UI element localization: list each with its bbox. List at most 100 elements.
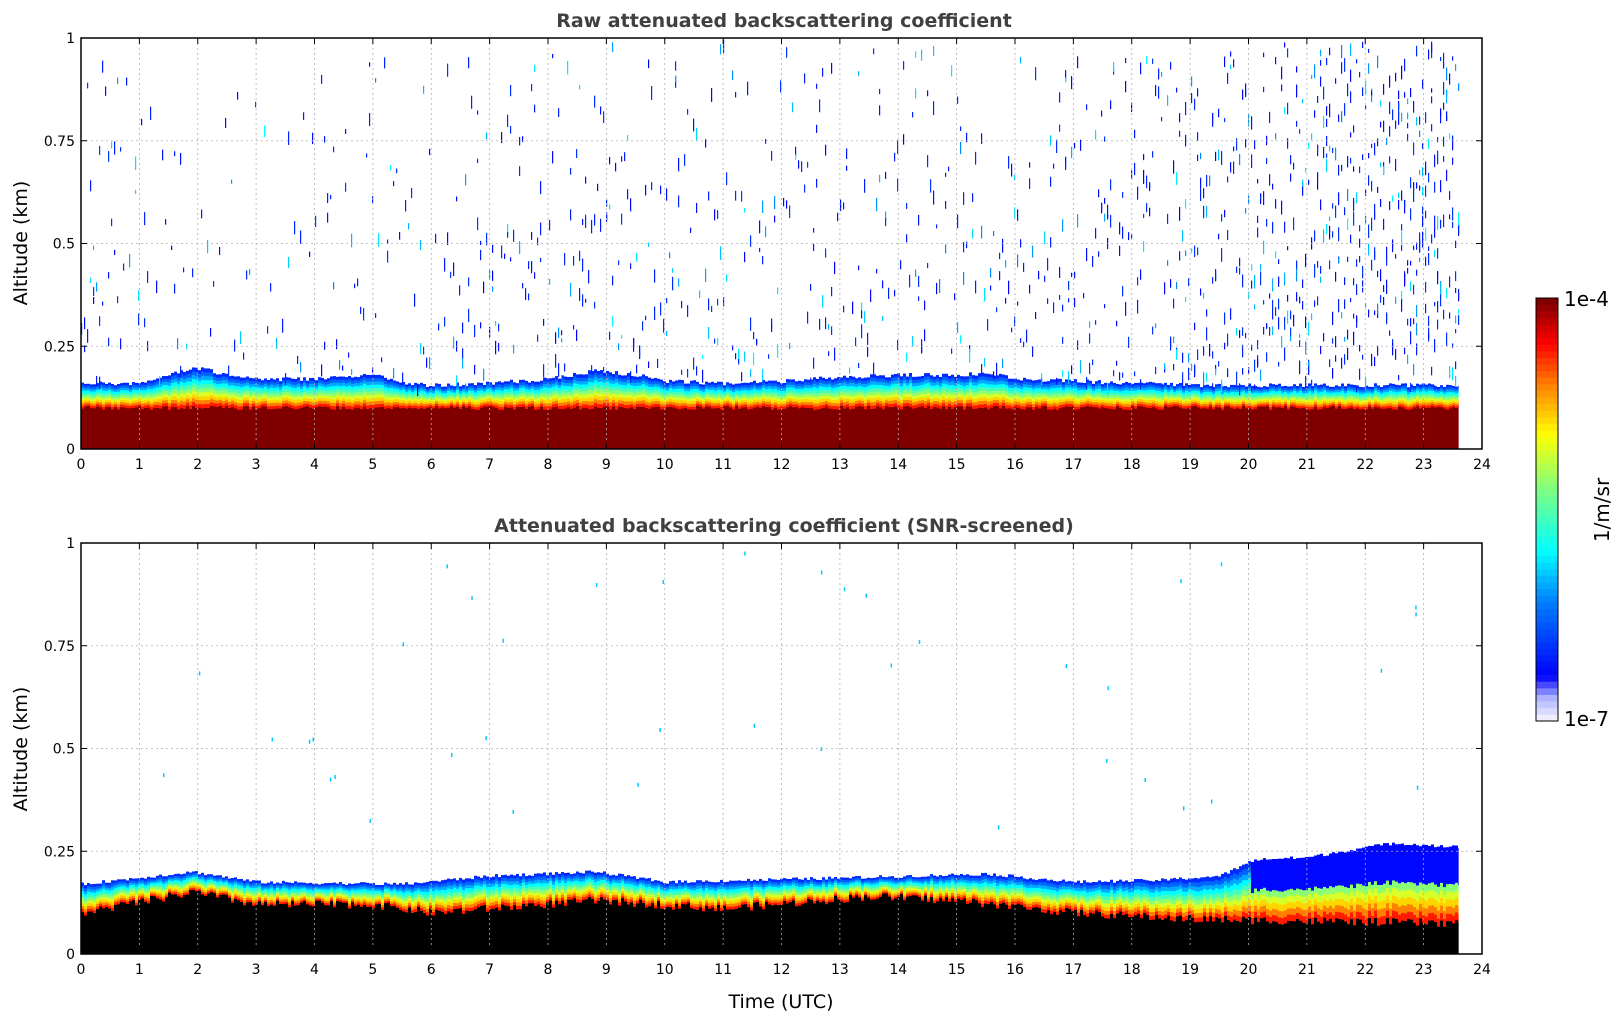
heatmap-cell xyxy=(594,380,597,385)
heatmap-cell xyxy=(135,395,138,399)
heatmap-cell xyxy=(1197,386,1200,390)
heatmap-cell xyxy=(501,245,503,259)
heatmap-cell xyxy=(1044,381,1047,385)
heatmap-cell xyxy=(807,405,810,409)
heatmap-cell xyxy=(531,401,534,405)
heatmap-cell xyxy=(735,397,738,400)
heatmap-cell xyxy=(663,401,666,405)
heatmap-cell xyxy=(168,382,171,387)
heatmap-cell xyxy=(576,406,579,449)
heatmap-cell xyxy=(1050,397,1053,402)
heatmap-cell xyxy=(768,383,771,387)
heatmap-cell xyxy=(921,400,924,404)
heatmap-cell xyxy=(1182,352,1184,363)
heatmap-cell xyxy=(96,375,98,387)
heatmap-cell xyxy=(234,379,237,384)
heatmap-cell xyxy=(792,393,795,397)
heatmap-cell xyxy=(798,397,801,401)
heatmap-cell xyxy=(1029,390,1032,394)
heatmap-cell xyxy=(1170,404,1173,408)
heatmap-cell xyxy=(714,388,717,392)
heatmap-cell xyxy=(876,400,879,404)
heatmap-cell xyxy=(999,373,1002,378)
heatmap-cell xyxy=(528,384,531,388)
heatmap-cell xyxy=(519,379,522,384)
heatmap-cell xyxy=(981,364,983,374)
heatmap-cell xyxy=(198,388,201,394)
heatmap-cell xyxy=(492,386,495,390)
heatmap-cell xyxy=(459,404,462,408)
heatmap-cell xyxy=(240,390,243,395)
heatmap-cell xyxy=(822,407,825,449)
heatmap-cell xyxy=(1038,385,1041,389)
heatmap-cell xyxy=(150,403,153,408)
heatmap-cell xyxy=(963,383,966,387)
heatmap-cell xyxy=(696,406,699,449)
heatmap-cell xyxy=(534,390,537,394)
heatmap-cell xyxy=(435,385,438,389)
heatmap-cell xyxy=(351,233,353,248)
heatmap-cell xyxy=(1215,407,1218,449)
heatmap-cell xyxy=(258,381,261,386)
heatmap-cell xyxy=(543,390,546,395)
heatmap-cell xyxy=(594,376,597,382)
heatmap-cell xyxy=(924,380,927,385)
heatmap-cell xyxy=(348,379,351,384)
heatmap-cell xyxy=(1143,395,1146,399)
heatmap-cell xyxy=(1125,393,1128,397)
heatmap-cell xyxy=(1074,297,1076,308)
heatmap-cell xyxy=(483,406,486,449)
heatmap-cell xyxy=(141,403,144,407)
heatmap-cell xyxy=(771,151,773,161)
heatmap-cell xyxy=(1167,405,1170,408)
heatmap-cell xyxy=(228,385,231,390)
heatmap-cell xyxy=(153,385,156,389)
heatmap-cell xyxy=(651,387,654,391)
heatmap-cell xyxy=(210,383,213,389)
heatmap-cell xyxy=(84,388,87,392)
heatmap-cell xyxy=(1221,405,1224,408)
heatmap-cell xyxy=(435,406,438,449)
heatmap-cell xyxy=(795,386,798,390)
heatmap-cell xyxy=(483,368,485,381)
heatmap-cell xyxy=(1044,405,1047,449)
heatmap-cell xyxy=(1095,320,1097,325)
heatmap-cell xyxy=(333,402,336,407)
heatmap-cell xyxy=(1185,393,1188,397)
heatmap-cell xyxy=(1005,381,1008,386)
heatmap-cell xyxy=(996,378,999,382)
heatmap-cell xyxy=(114,141,116,155)
heatmap-cell xyxy=(915,269,917,277)
heatmap-cell xyxy=(279,392,282,396)
heatmap-cell xyxy=(528,399,531,403)
heatmap-cell xyxy=(1224,312,1226,325)
heatmap-cell xyxy=(795,394,798,398)
heatmap-cell xyxy=(525,380,528,385)
heatmap-cell xyxy=(489,382,492,386)
heatmap-cell xyxy=(111,399,114,403)
heatmap-cell xyxy=(339,383,342,387)
heatmap-cell xyxy=(552,401,555,405)
heatmap-cell xyxy=(270,402,273,407)
heatmap-cell xyxy=(1119,407,1122,449)
heatmap-cell xyxy=(825,387,828,391)
heatmap-cell xyxy=(417,401,420,405)
heatmap-cell xyxy=(972,392,975,396)
heatmap-cell xyxy=(1134,401,1137,405)
heatmap-cell xyxy=(735,394,738,398)
heatmap-cell xyxy=(249,406,252,411)
heatmap-cell xyxy=(450,385,453,389)
heatmap-cell xyxy=(1134,388,1137,392)
heatmap-cell xyxy=(687,396,690,400)
heatmap-cell xyxy=(888,287,890,299)
heatmap-cell xyxy=(837,400,840,404)
heatmap-cell xyxy=(1173,388,1176,391)
heatmap-cell xyxy=(648,242,650,247)
heatmap-cell xyxy=(918,379,921,384)
heatmap-cell xyxy=(168,392,171,397)
heatmap-cell xyxy=(864,390,867,394)
heatmap-cell xyxy=(123,402,126,406)
heatmap-cell xyxy=(612,390,615,395)
heatmap-cell xyxy=(1185,198,1187,209)
heatmap-cell xyxy=(240,406,243,411)
